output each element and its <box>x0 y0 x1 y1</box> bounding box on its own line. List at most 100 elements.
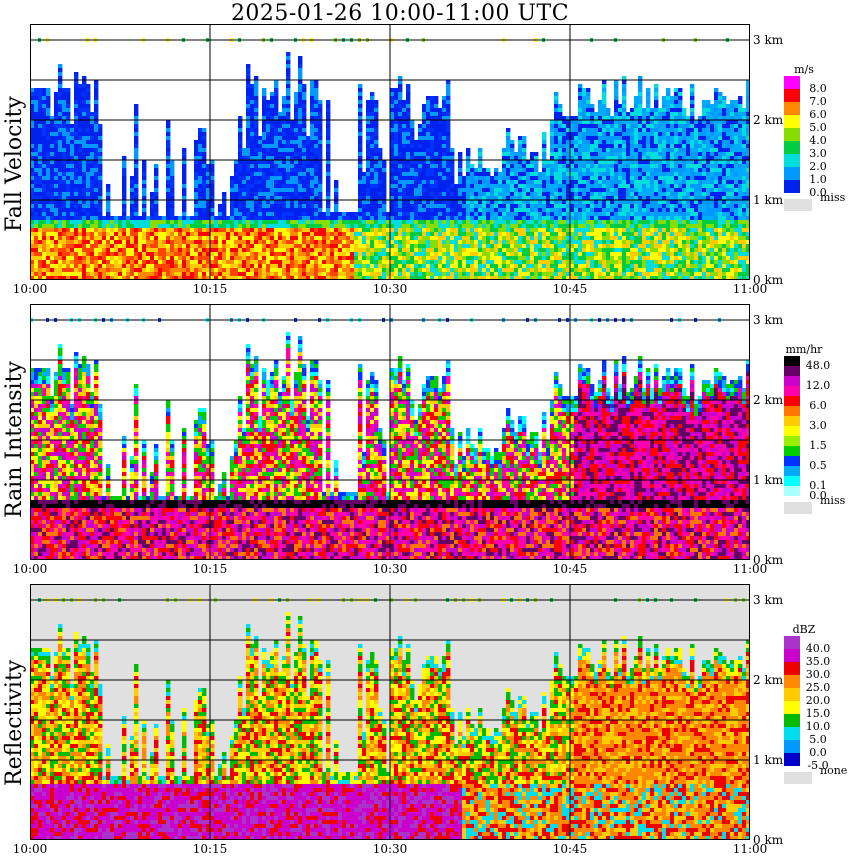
fall-velocity-plot <box>30 24 750 280</box>
rain-intensity-panel-label: Rain Intensity <box>2 361 27 518</box>
legend-title: mm/hr <box>786 343 824 356</box>
time-tick-label: 10:15 <box>193 842 228 856</box>
time-tick-label: 11:00 <box>733 842 768 856</box>
height-tick-label: 2 km <box>753 113 784 127</box>
time-tick-label: 10:00 <box>13 282 48 296</box>
plot-frame <box>30 584 750 840</box>
time-tick-label: 10:00 <box>13 842 48 856</box>
reflectivity-plot <box>30 584 750 840</box>
time-tick-label: 11:00 <box>733 562 768 576</box>
legend-label: 8.0 <box>809 82 827 95</box>
legend-label: 25.0 <box>806 681 831 694</box>
legend-label: 3.0 <box>809 147 827 160</box>
legend-swatch <box>784 714 800 727</box>
legend-label: 1.5 <box>809 439 827 452</box>
time-tick-label: 10:45 <box>553 562 588 576</box>
legend-swatch <box>784 675 800 688</box>
legend-swatch <box>784 740 800 753</box>
height-tick-label: 3 km <box>753 593 784 607</box>
legend-label: 6.0 <box>809 399 827 412</box>
time-tick-label: 10:30 <box>373 842 408 856</box>
legend-swatch <box>784 180 800 193</box>
legend-label: 15.0 <box>806 707 831 720</box>
legend-swatch <box>784 76 800 89</box>
legend-swatch <box>784 649 800 662</box>
legend-swatch <box>784 446 800 456</box>
grid-lines <box>30 584 750 840</box>
legend-swatch <box>784 115 800 128</box>
height-tick-label: 0 km <box>753 833 784 847</box>
legend-swatch <box>784 128 800 141</box>
legend-label: -5.0 <box>807 759 828 772</box>
legend-missing-swatch <box>784 502 812 514</box>
legend-label: 0.5 <box>809 459 827 472</box>
heatmap-cells <box>30 332 750 560</box>
reflectivity-panel-label: Reflectivity <box>2 660 27 786</box>
time-tick-label: 10:45 <box>553 282 588 296</box>
legend-label: 4.0 <box>809 134 827 147</box>
rain-intensity-plot <box>30 304 750 560</box>
height-tick-label: 0 km <box>753 273 784 287</box>
legend-label: 30.0 <box>806 668 831 681</box>
height-tick-label: 1 km <box>753 193 784 207</box>
plot-frame <box>30 24 750 280</box>
legend-title: dBZ <box>793 623 816 636</box>
time-tick-label: 10:15 <box>193 282 228 296</box>
legend-label: 48.0 <box>806 359 831 372</box>
legend-missing-label: miss <box>820 494 846 507</box>
legend-swatch <box>784 486 800 496</box>
legend-swatch <box>784 727 800 740</box>
legend-title: m/s <box>794 63 814 76</box>
height-tick-label: 0 km <box>753 553 784 567</box>
legend-label: 2.0 <box>809 160 827 173</box>
legend-swatch <box>784 476 800 486</box>
legend-swatch <box>784 141 800 154</box>
legend-swatch <box>784 636 800 649</box>
legend-swatch <box>784 89 800 102</box>
grid-lines <box>30 304 750 560</box>
legend-swatch <box>784 662 800 675</box>
legend-swatch <box>784 688 800 701</box>
legend-missing-label: miss <box>820 191 846 204</box>
legend-label: 5.0 <box>809 121 827 134</box>
legend-label: 0.0 <box>809 186 827 199</box>
heatmap-cells <box>30 52 750 280</box>
legend-swatch <box>784 466 800 476</box>
legend-missing-swatch <box>784 772 812 784</box>
height-tick-label: 3 km <box>753 313 784 327</box>
chart-title: 2025-01-26 10:00-11:00 UTC <box>0 0 800 28</box>
legend-swatch <box>784 356 800 366</box>
legend-swatch <box>784 426 800 436</box>
time-tick-label: 10:30 <box>373 562 408 576</box>
legend-label: 10.0 <box>806 720 831 733</box>
time-tick-label: 10:30 <box>373 282 408 296</box>
legend-swatch <box>784 376 800 386</box>
height-tick-label: 2 km <box>753 393 784 407</box>
plot-frame <box>30 304 750 560</box>
legend-swatch <box>784 366 800 376</box>
legend-swatch <box>784 386 800 396</box>
time-tick-label: 10:00 <box>13 562 48 576</box>
height-tick-label: 2 km <box>753 673 784 687</box>
legend-swatch <box>784 167 800 180</box>
time-tick-label: 10:15 <box>193 562 228 576</box>
legend-swatch <box>784 102 800 115</box>
legend-label: 5.0 <box>809 733 827 746</box>
legend-swatch <box>784 396 800 406</box>
legend-swatch <box>784 436 800 446</box>
legend-label: 0.0 <box>809 746 827 759</box>
grid-lines <box>30 24 750 280</box>
legend-missing-label: none <box>820 764 847 777</box>
legend-label: 0.1 <box>809 479 827 492</box>
legend-label: 20.0 <box>806 694 831 707</box>
legend-label: 40.0 <box>806 642 831 655</box>
legend-label: 12.0 <box>806 379 831 392</box>
legend-label: 1.0 <box>809 173 827 186</box>
legend-swatch <box>784 416 800 426</box>
legend-label: 0.0 <box>809 489 827 502</box>
legend-swatch <box>784 456 800 466</box>
time-tick-label: 11:00 <box>733 282 768 296</box>
legend-swatch <box>784 154 800 167</box>
legend-label: 6.0 <box>809 108 827 121</box>
legend-missing-swatch <box>784 199 812 211</box>
